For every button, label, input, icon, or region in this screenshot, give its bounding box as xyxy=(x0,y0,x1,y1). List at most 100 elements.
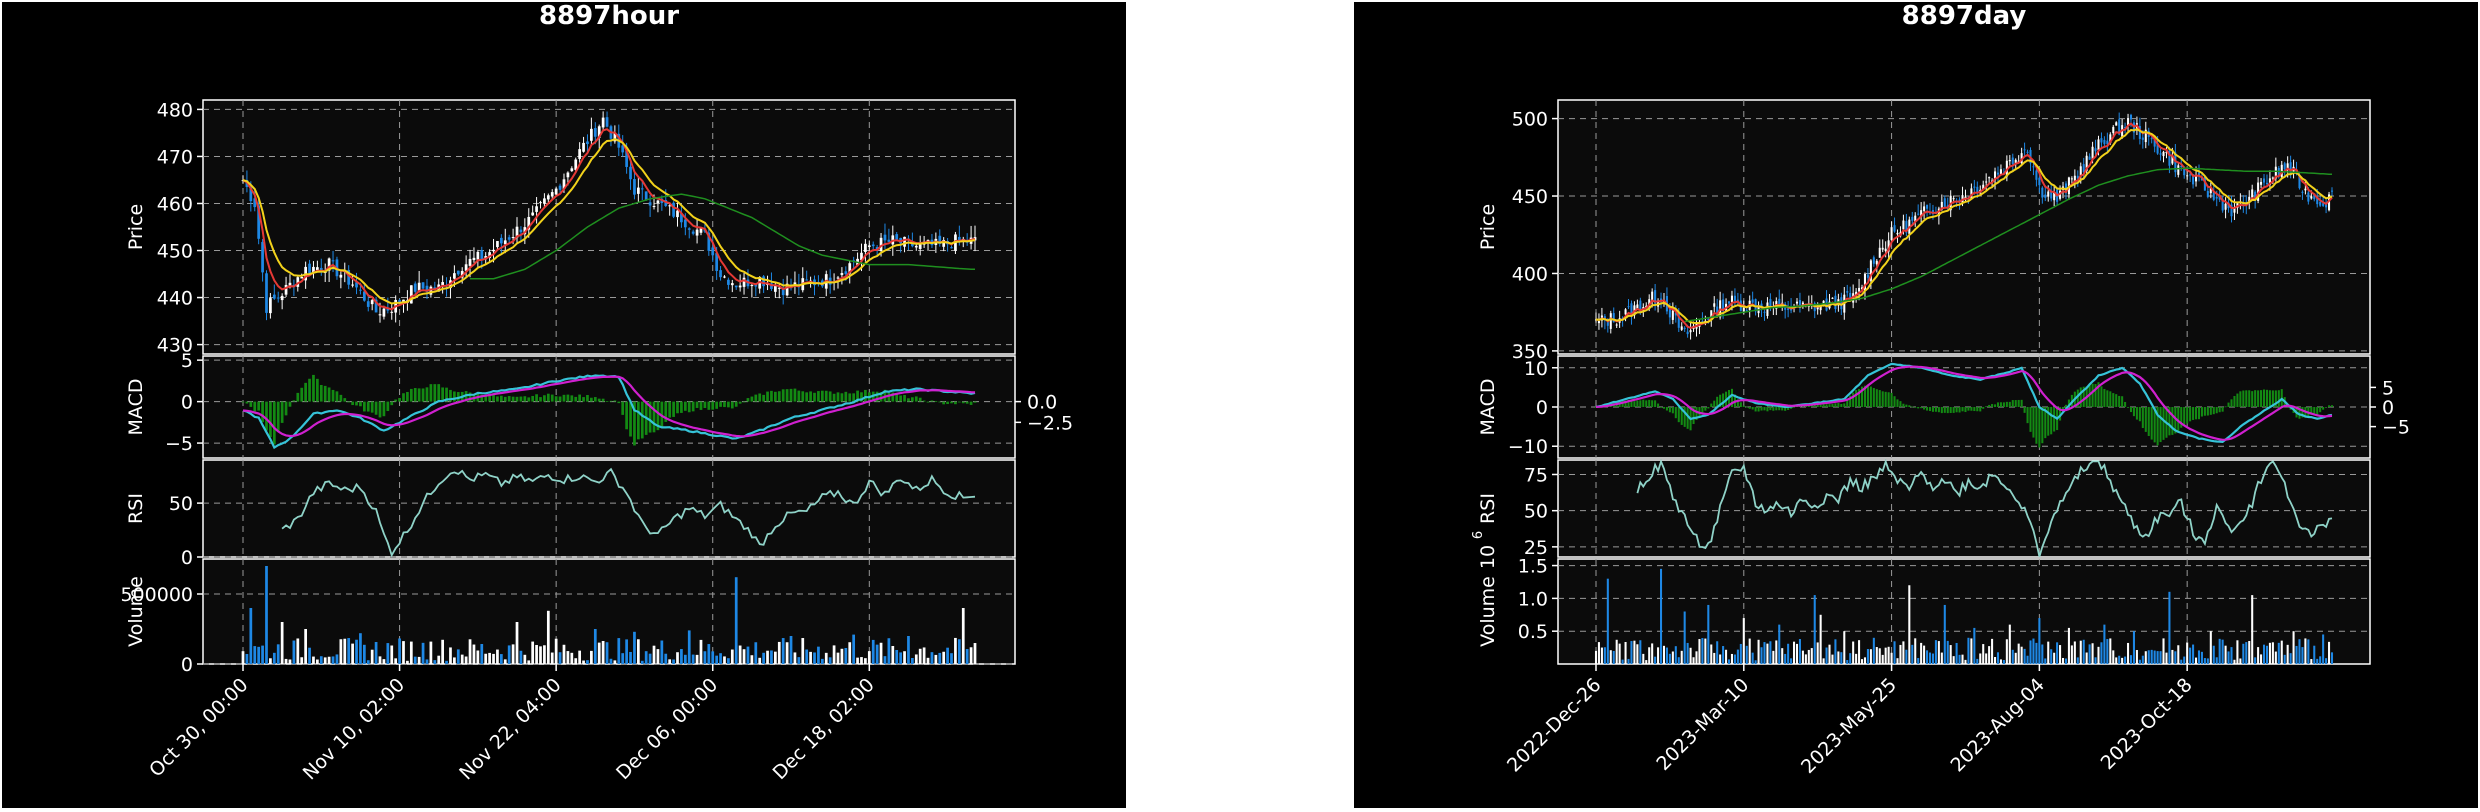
y-tick-label: 5 xyxy=(181,350,193,372)
candle-body xyxy=(531,212,535,216)
candle-body xyxy=(2197,172,2201,176)
macd-hist-bar xyxy=(1970,407,1973,411)
y-tick-label: 1.0 xyxy=(1518,588,1548,610)
candle-body xyxy=(2144,129,2147,143)
macd-hist-bar xyxy=(1979,407,1982,412)
candle-body xyxy=(272,294,276,299)
volume-bar xyxy=(867,651,871,664)
candle-body xyxy=(1952,198,1955,200)
macd-hist-bar xyxy=(723,401,726,408)
volume-bar xyxy=(449,647,452,664)
candle-body xyxy=(543,198,546,204)
macd-hist-bar xyxy=(1710,403,1713,407)
candle-body xyxy=(1999,169,2002,175)
macd-hist-bar xyxy=(2195,407,2198,420)
volume-bar xyxy=(1914,638,1917,664)
y-tick-label: 1.5 xyxy=(1518,556,1548,578)
candle-body xyxy=(1982,184,1985,190)
candle-body xyxy=(308,263,311,274)
candle-body xyxy=(672,202,675,217)
macd-hist-bar xyxy=(1654,400,1657,407)
macd-hist-bar xyxy=(499,395,503,402)
volume-bar xyxy=(895,649,899,664)
volume-bar xyxy=(566,651,570,664)
volume-bar xyxy=(2304,638,2307,664)
macd-hist-bar xyxy=(2109,391,2112,407)
volume-bar xyxy=(2322,634,2325,664)
macd-hist-bar xyxy=(828,391,832,402)
y-tick-label-right: 5 xyxy=(2382,377,2394,399)
candle-body xyxy=(777,287,781,289)
macd-hist-bar xyxy=(1946,407,1949,414)
macd-hist-bar xyxy=(374,401,378,415)
chart-title: 8897day xyxy=(1902,2,2027,31)
macd-hist-bar xyxy=(327,387,331,402)
x-tick-label: 2023-Aug-04 xyxy=(1946,674,2048,776)
volume-bar xyxy=(441,639,444,664)
candle-body xyxy=(2141,137,2144,140)
macd-hist-bar xyxy=(934,401,938,402)
macd-hist-bar xyxy=(304,382,307,402)
macd-hist-bar xyxy=(597,398,601,402)
volume-bar xyxy=(1920,642,1923,664)
candle-body xyxy=(2044,194,2047,198)
volume-bar xyxy=(296,638,300,664)
volume-bar xyxy=(2186,642,2189,664)
volume-bar xyxy=(1722,646,1725,664)
macd-hist-bar xyxy=(406,391,409,402)
volume-bar xyxy=(2328,641,2331,664)
volume-bar xyxy=(312,656,315,664)
volume-bar xyxy=(1713,652,1716,664)
volume-bar xyxy=(1804,654,1807,664)
candle-body xyxy=(1597,321,1600,324)
macd-hist-bar xyxy=(1736,399,1739,407)
macd-hist-bar xyxy=(2248,390,2251,407)
macd-hist-bar xyxy=(2091,383,2094,407)
volume-bar xyxy=(2168,591,2171,664)
volume-bar xyxy=(1860,659,1864,664)
volume-bar xyxy=(390,645,394,664)
volume-bar xyxy=(2254,657,2257,664)
macd-axes-frame xyxy=(202,355,1016,459)
volume-bar xyxy=(417,656,421,664)
candle-body xyxy=(942,239,946,247)
candle-body xyxy=(441,282,444,286)
macd-hist-bar xyxy=(2023,407,2026,413)
candle-body xyxy=(1778,298,1781,305)
candle-body xyxy=(2023,149,2026,151)
volume-bar xyxy=(2121,657,2124,664)
volume-bar xyxy=(1813,595,1816,664)
volume-bar xyxy=(1834,639,1837,664)
volume-bar xyxy=(840,648,844,664)
volume-axes-frame xyxy=(1557,558,2371,665)
volume-bar xyxy=(871,639,875,664)
macd-hist-bar xyxy=(2274,390,2277,407)
volume-bar xyxy=(2195,657,2198,664)
volume-bar xyxy=(582,660,585,664)
macd-hist-bar xyxy=(2029,407,2032,432)
macd-hist-bar xyxy=(1651,400,1654,407)
candle-body xyxy=(2289,162,2292,174)
volume-bar xyxy=(472,644,476,664)
macd-hist-bar xyxy=(2159,407,2162,443)
macd-hist-bar xyxy=(2127,407,2130,408)
candle-body xyxy=(1976,186,1979,194)
candle-body xyxy=(1707,318,1710,320)
volume-bar xyxy=(590,650,593,664)
candle-body xyxy=(2316,196,2319,205)
candle-body xyxy=(2047,191,2050,197)
volume-bar xyxy=(456,649,460,664)
candle-body xyxy=(652,206,656,208)
macd-hist-bar xyxy=(2260,390,2263,407)
macd-hist-bar xyxy=(2224,406,2227,408)
macd-hist-bar xyxy=(1852,392,1855,407)
candle-body xyxy=(347,270,351,285)
ma-slow-line xyxy=(1684,167,2333,323)
volume-bar xyxy=(617,638,621,664)
macd-hist-bar xyxy=(394,399,398,402)
macd-hist-bar xyxy=(969,401,973,405)
macd-hist-bar xyxy=(1914,407,1917,408)
macd-hist-bar xyxy=(707,401,711,410)
volume-bar xyxy=(1837,651,1840,664)
macd-hist-bar xyxy=(660,401,664,428)
